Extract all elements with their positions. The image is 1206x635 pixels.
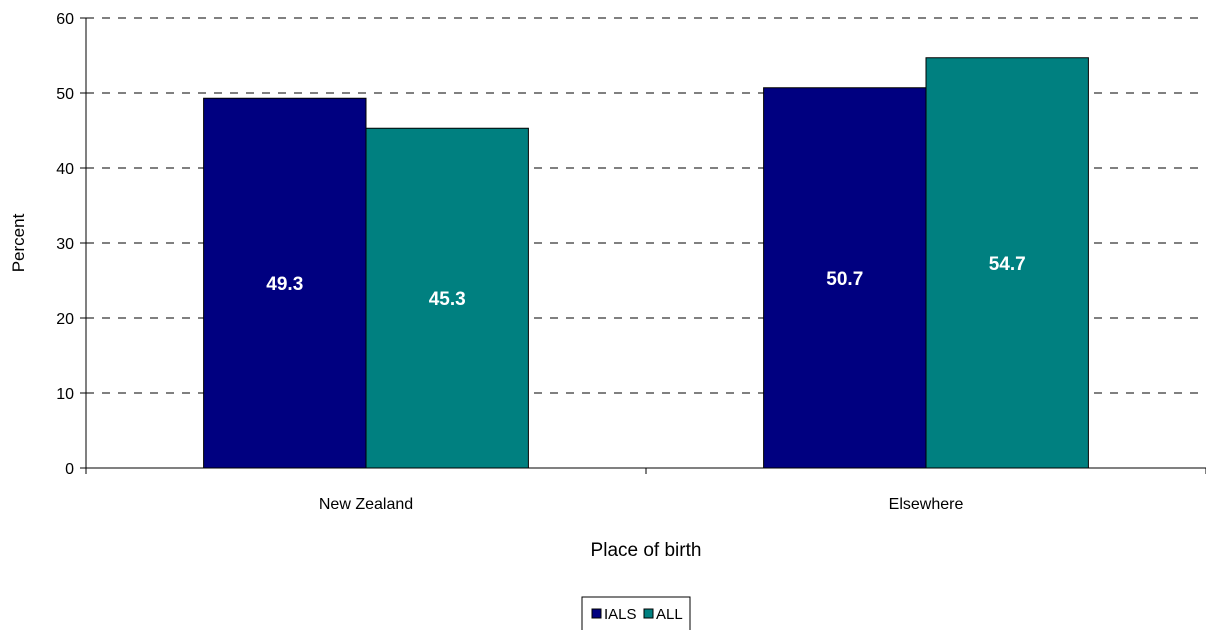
- data-label: 45.3: [429, 289, 466, 310]
- legend-label-ials: IALS: [604, 606, 637, 623]
- data-label: 54.7: [989, 254, 1026, 275]
- legend-label-all: ALL: [656, 606, 683, 623]
- bar-ials-elsewhere: [763, 87, 927, 469]
- x-axis-title: Place of birth: [591, 540, 702, 561]
- legend-swatch-ials: [591, 608, 602, 619]
- y-tick-label: 60: [56, 11, 74, 28]
- data-label: 50.7: [826, 269, 863, 290]
- x-tick-label: Elsewhere: [889, 496, 964, 513]
- y-tick-label: 40: [56, 161, 74, 178]
- data-labels: 49.3 45.3 50.7 54.7: [266, 254, 1025, 310]
- y-ticks: 0 10 20 30 40 50 60: [56, 11, 86, 478]
- bar-ials-new-zealand: [203, 97, 367, 469]
- y-tick-label: 10: [56, 386, 74, 403]
- x-tick-label: New Zealand: [319, 496, 413, 513]
- y-tick-label: 20: [56, 311, 74, 328]
- data-label: 49.3: [266, 274, 303, 295]
- x-ticks: New Zealand Elsewhere: [85, 468, 1206, 513]
- bars: [203, 57, 1089, 469]
- y-tick-label: 30: [56, 236, 74, 253]
- legend: IALS ALL: [581, 596, 691, 632]
- y-tick-label: 0: [65, 461, 74, 478]
- bar-all-elsewhere: [925, 57, 1089, 469]
- y-axis-title: Percent: [9, 213, 28, 272]
- legend-swatch-all: [643, 608, 654, 619]
- y-tick-label: 50: [56, 86, 74, 103]
